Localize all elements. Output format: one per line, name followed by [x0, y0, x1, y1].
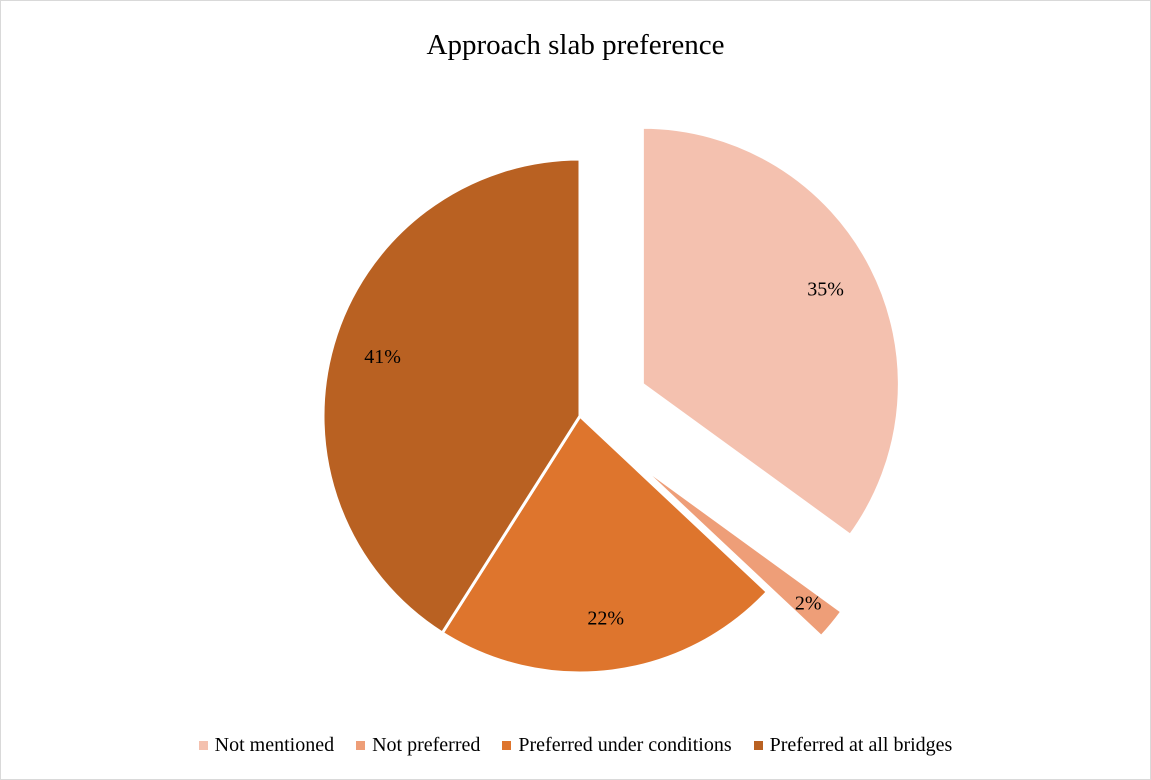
legend-label: Not mentioned [214, 734, 335, 756]
legend: Not mentioned Not preferred Preferred unde… [1, 734, 1150, 757]
legend-swatch [356, 741, 366, 750]
pie-slice-not-preferred [632, 459, 844, 639]
data-label-not-mentioned: 35% [807, 278, 844, 300]
legend-swatch [198, 741, 208, 750]
data-label-preferred-under-conditions: 22% [587, 608, 624, 630]
legend-label: Preferred under conditions [518, 734, 732, 756]
data-label-not-preferred: 2% [795, 592, 822, 614]
pie-slice-preferred-under-conditions [440, 414, 769, 675]
chart-title: Approach slab preference [426, 29, 725, 61]
pie-slice-preferred-at-all-bridges [321, 157, 582, 635]
legend-swatch [753, 741, 763, 750]
pie-slice-not-mentioned [640, 125, 901, 537]
legend-item-preferred-under-conditions: Preferred under conditions [502, 734, 732, 757]
legend-swatch [502, 741, 512, 750]
legend-item-preferred-at-all-bridges: Preferred at all bridges [753, 734, 953, 757]
legend-label: Not preferred [372, 734, 481, 756]
legend-label: Preferred at all bridges [769, 734, 953, 756]
legend-item-not-preferred: Not preferred [356, 734, 480, 757]
legend-item-not-mentioned: Not mentioned [198, 734, 335, 757]
data-label-preferred-at-all-bridges: 41% [364, 346, 401, 368]
